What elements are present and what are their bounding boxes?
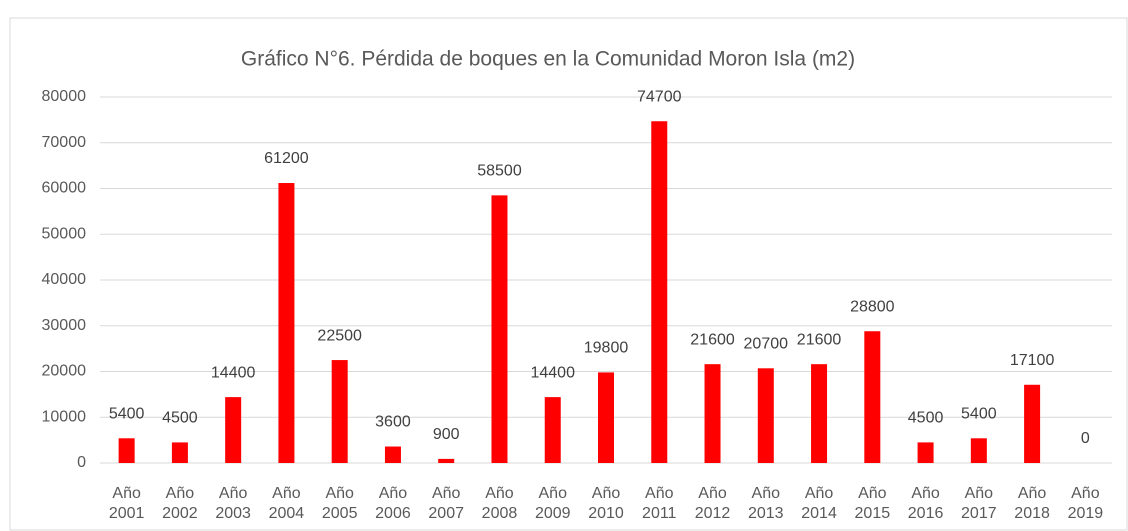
bar: [491, 195, 508, 464]
y-tick-label: 30000: [42, 317, 87, 334]
x-tick-label: Año 2009: [534, 485, 571, 522]
x-tick-label: Año 2011: [642, 485, 677, 522]
bar: [704, 364, 721, 463]
bar: [544, 397, 561, 463]
bar: [757, 368, 774, 463]
data-label: 17100: [1010, 352, 1055, 369]
chart-title: Gráfico N°6. Pérdida de boques en la Com…: [241, 48, 855, 71]
y-tick-label: 70000: [42, 134, 87, 151]
x-tick-label: Año 2016: [907, 485, 944, 522]
bar: [864, 331, 881, 463]
x-tick-label: Año 2015: [854, 485, 891, 522]
data-label: 22500: [317, 327, 362, 344]
bar: [1024, 384, 1041, 463]
x-tick-label: Año 2014: [801, 485, 837, 522]
x-tick-label: Año 2005: [321, 485, 358, 522]
bar: [225, 397, 242, 463]
data-label: 5400: [109, 406, 145, 423]
data-label: 4500: [908, 410, 944, 427]
x-tick-label: Año 2010: [588, 485, 624, 522]
bar: [171, 442, 188, 463]
x-tick-label: Año 2002: [162, 485, 198, 522]
data-label: 3600: [375, 414, 411, 431]
x-tick-label: Año 2004: [268, 485, 305, 522]
y-tick-label: 40000: [42, 271, 87, 288]
data-label: 21600: [797, 331, 842, 348]
data-label: 58500: [477, 163, 522, 180]
bar: [384, 446, 401, 463]
bar: [970, 438, 987, 463]
data-label: 74700: [637, 88, 682, 105]
y-tick-label: 10000: [42, 408, 87, 425]
x-tick-label: Año 2001: [108, 485, 145, 522]
data-label: 5400: [961, 406, 997, 423]
x-tick-label: Año 2018: [1014, 485, 1050, 522]
bar: [598, 372, 614, 463]
data-label: 0: [1081, 430, 1090, 447]
data-label: 14400: [530, 364, 575, 381]
y-tick-label: 60000: [42, 180, 87, 197]
data-label: 4500: [162, 410, 198, 427]
data-label: 900: [433, 426, 460, 443]
y-tick-label: 0: [77, 454, 86, 471]
x-tick-label: Año 2007: [428, 485, 464, 522]
y-tick-label: 20000: [42, 363, 87, 380]
data-label: 28800: [850, 298, 895, 315]
x-tick-label: Año 2017: [961, 485, 997, 522]
bar: [331, 360, 348, 463]
bar: [651, 121, 668, 463]
bar: [278, 183, 295, 463]
bar: [438, 458, 455, 463]
data-label: 19800: [584, 340, 629, 357]
bar: [118, 438, 135, 463]
bar: [917, 442, 934, 463]
x-tick-label: Año 2003: [215, 485, 251, 522]
x-tick-label: Año 2019: [1067, 485, 1104, 522]
y-tick-label: 80000: [42, 88, 87, 105]
data-label: 14400: [211, 364, 256, 381]
x-tick-label: Año 2013: [747, 485, 784, 522]
y-tick-label: 50000: [42, 225, 87, 242]
x-tick-label: Año 2008: [481, 485, 518, 522]
x-tick-label: Año 2012: [694, 485, 731, 522]
data-label: 21600: [690, 331, 735, 348]
x-tick-label: Año 2006: [375, 485, 411, 522]
data-label: 20700: [744, 336, 789, 353]
chart-border: [9, 17, 1128, 531]
bar: [811, 364, 828, 463]
data-label: 61200: [264, 150, 309, 167]
